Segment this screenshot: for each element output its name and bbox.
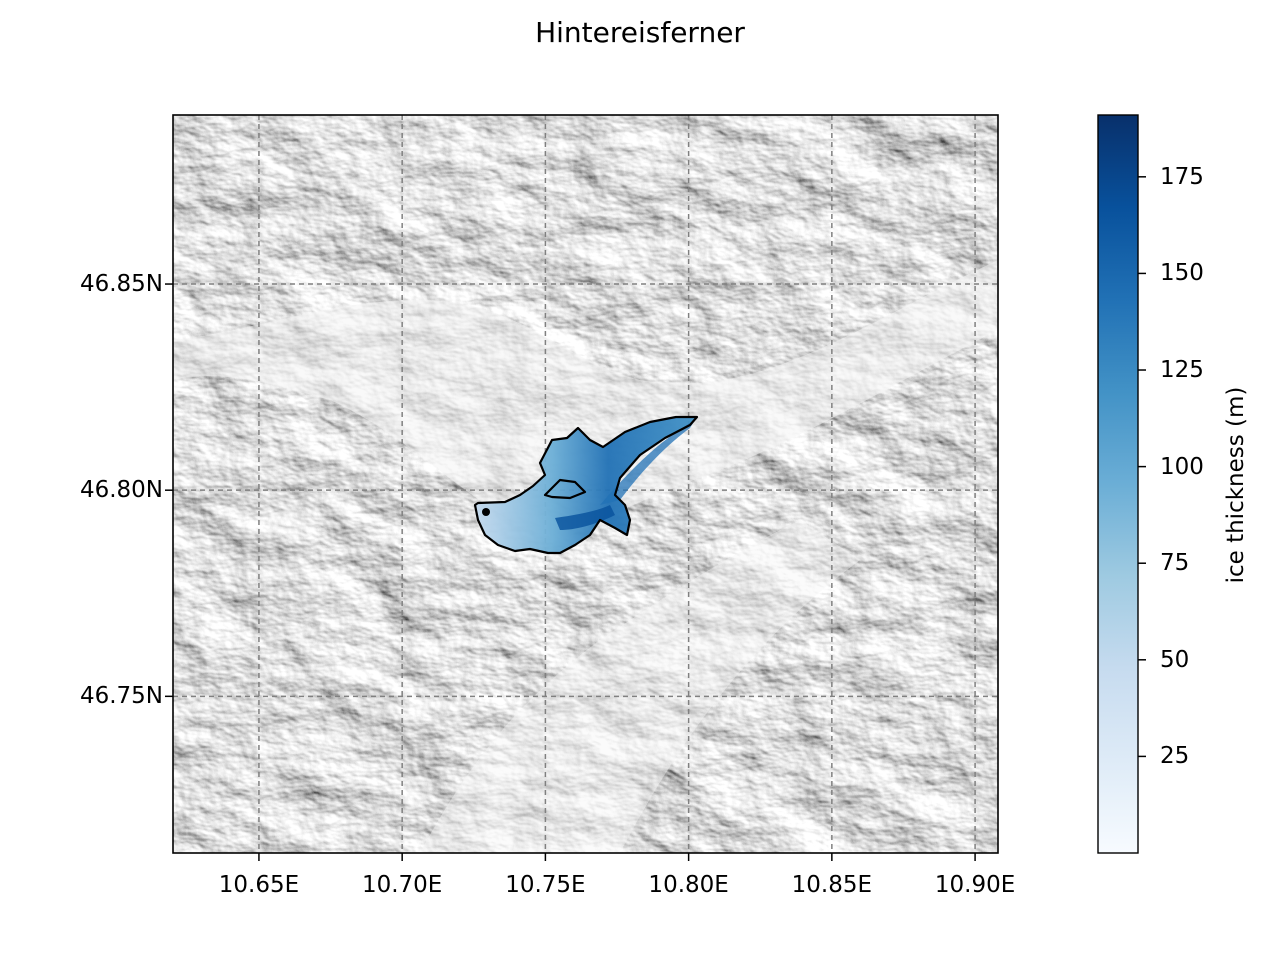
colorbar-tick-label: 25 [1160,743,1190,770]
colorbar-tick-label: 100 [1160,453,1204,480]
colorbar-tick-marks [1138,176,1146,758]
colorbar-tick-label: 175 [1160,163,1204,190]
x-tick-label: 10.90E [934,872,1016,898]
colorbar [1097,114,1139,854]
glacier-ice-thickness [475,417,697,553]
y-tick-label: 46.80N [79,477,163,504]
x-tick-label: 10.75E [505,872,586,898]
x-tick-label: 10.85E [791,872,873,898]
outline-dot [482,508,490,516]
colorbar-label: ice thickness (m) [1223,386,1249,584]
axes-frame [172,114,999,854]
x-tick-label: 10.70E [361,872,443,898]
colorbar-tick-label: 150 [1160,260,1204,287]
map-title: Hintereisferner [535,16,745,49]
y-tick-label: 46.75N [79,683,163,710]
tick-marks [165,283,976,861]
x-tick-label: 10.80E [648,872,729,898]
glacier-outline [473,415,699,555]
colorbar-tick-label: 50 [1160,646,1190,673]
colorbar-tick-label: 75 [1160,550,1190,577]
x-tick-label: 10.65E [218,872,300,898]
map-gridlines [173,115,998,853]
colorbar-tick-label: 125 [1160,357,1204,384]
y-tick-label: 46.85N [79,271,163,298]
